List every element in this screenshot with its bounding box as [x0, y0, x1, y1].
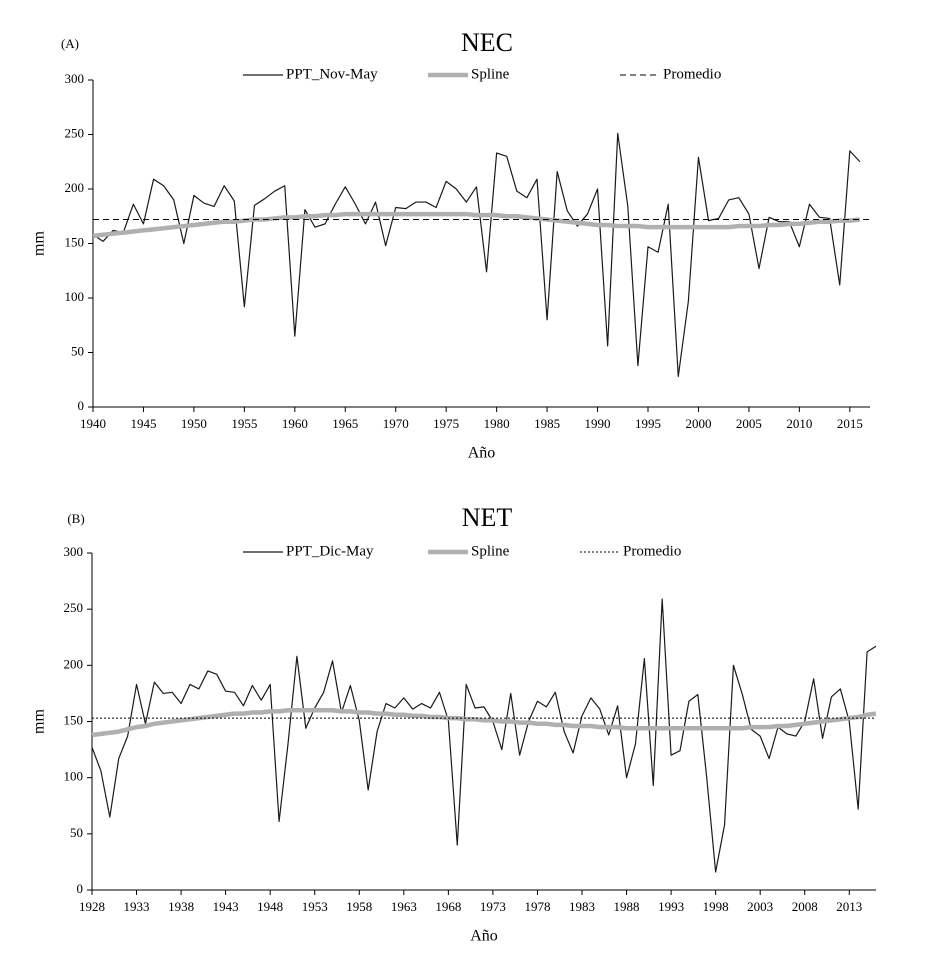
x-tick-label: 1953: [302, 899, 328, 914]
x-tick-label: 1978: [524, 899, 550, 914]
x-tick-label: 2000: [685, 416, 711, 431]
x-tick-label: 2010: [786, 416, 812, 431]
y-axis-title: mm: [31, 231, 48, 256]
legend-label: Spline: [471, 66, 510, 82]
x-tick-label: 1943: [213, 899, 239, 914]
y-tick-label: 50: [70, 825, 83, 840]
x-tick-label: 1965: [332, 416, 358, 431]
y-tick-label: 300: [64, 544, 84, 559]
chart-title: NEC: [461, 28, 513, 57]
y-tick-label: 150: [65, 234, 85, 249]
x-tick-label: 2005: [736, 416, 762, 431]
x-tick-label: 2008: [792, 899, 818, 914]
y-tick-label: 200: [65, 180, 85, 195]
x-tick-label: 1955: [231, 416, 257, 431]
legend-label: PPT_Dic-May: [286, 543, 374, 559]
x-tick-label: 1963: [391, 899, 417, 914]
y-tick-label: 0: [77, 881, 84, 896]
series-line: [92, 132, 861, 378]
x-tick-label: 1968: [435, 899, 461, 914]
panel-label: (B): [67, 511, 84, 526]
y-tick-label: 0: [78, 398, 85, 413]
y-tick-label: 250: [65, 125, 85, 140]
x-tick-label: 1945: [130, 416, 156, 431]
x-tick-label: 2015: [837, 416, 863, 431]
series-line: [92, 211, 861, 239]
x-tick-label: 1928: [79, 899, 105, 914]
x-axis-title: Año: [468, 445, 496, 462]
legend-label: PPT_Nov-May: [286, 66, 378, 82]
x-tick-label: 1958: [346, 899, 372, 914]
x-tick-label: 1970: [383, 416, 409, 431]
chart-title: NET: [462, 503, 513, 532]
y-tick-label: 100: [65, 289, 85, 304]
series-line: [91, 598, 877, 873]
y-tick-label: 100: [64, 769, 84, 784]
x-tick-label: 1988: [614, 899, 640, 914]
legend-label: Promedio: [663, 66, 721, 82]
x-tick-label: 1990: [585, 416, 611, 431]
x-tick-label: 1960: [282, 416, 308, 431]
y-tick-label: 150: [64, 712, 84, 727]
x-tick-label: 2003: [747, 899, 773, 914]
series-line: [91, 708, 877, 738]
x-tick-label: 1998: [703, 899, 729, 914]
x-tick-label: 1938: [168, 899, 194, 914]
x-tick-label: 1950: [181, 416, 207, 431]
x-tick-label: 1985: [534, 416, 560, 431]
panel-label: (A): [61, 36, 79, 51]
x-tick-label: 1995: [635, 416, 661, 431]
x-tick-label: 2013: [836, 899, 862, 914]
x-tick-label: 1948: [257, 899, 283, 914]
y-tick-label: 200: [64, 656, 84, 671]
x-tick-label: 1973: [480, 899, 506, 914]
y-axis-title: mm: [31, 709, 48, 734]
x-tick-label: 1975: [433, 416, 459, 431]
x-tick-label: 1993: [658, 899, 684, 914]
y-tick-label: 50: [71, 343, 84, 358]
x-axis-title: Año: [470, 928, 498, 945]
legend-label: Spline: [471, 543, 510, 559]
x-tick-label: 1980: [484, 416, 510, 431]
x-tick-label: 1940: [80, 416, 106, 431]
y-tick-label: 250: [64, 600, 84, 615]
y-tick-label: 300: [65, 71, 85, 86]
legend-label: Promedio: [623, 543, 681, 559]
x-tick-label: 1933: [124, 899, 150, 914]
x-tick-label: 1983: [569, 899, 595, 914]
